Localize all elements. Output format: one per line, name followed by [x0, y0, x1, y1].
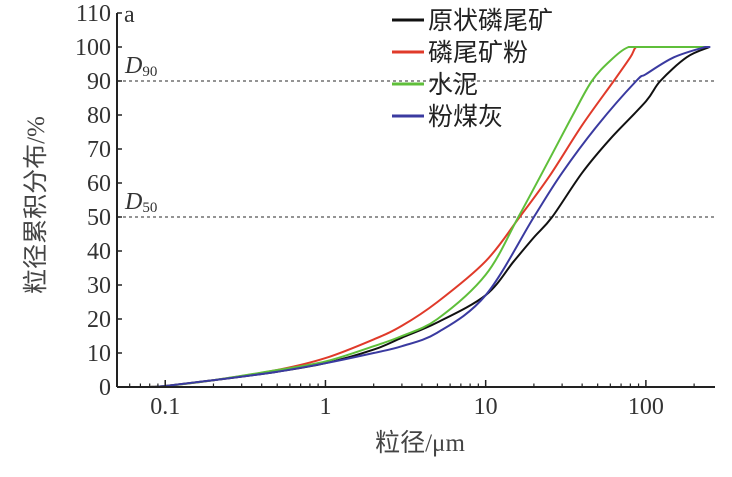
y-axis-label: 粒径累积分布/%	[22, 116, 50, 294]
series-line-3	[149, 46, 710, 388]
y-tick-label: 100	[75, 35, 111, 61]
y-tick-label: 30	[87, 273, 111, 299]
x-tick-label: 10	[474, 394, 498, 420]
y-tick-label: 80	[87, 103, 111, 129]
reference-label-d90: D90	[124, 53, 157, 80]
legend-label-1: 原状磷尾矿	[428, 7, 553, 35]
legend-label-2: 磷尾矿粉	[428, 39, 528, 67]
y-tick-label: 10	[87, 341, 111, 367]
x-axis-label: 粒径/μm	[375, 429, 465, 457]
y-tick-label: 70	[87, 137, 111, 163]
y-tick-label: 40	[87, 239, 111, 265]
reference-label-d50: D50	[124, 189, 157, 216]
legend-label-3: 水泥	[428, 71, 478, 99]
y-tick-label: 90	[87, 69, 111, 95]
panel-label: a	[124, 2, 135, 28]
y-tick-label: 60	[87, 171, 111, 197]
legend-label-4: 粉煤灰	[428, 103, 503, 131]
x-tick-label: 100	[628, 394, 664, 420]
y-tick-label: 50	[87, 205, 111, 231]
y-tick-label: 110	[76, 1, 111, 27]
x-tick-label: 0.1	[150, 394, 180, 420]
series-line-4	[149, 46, 711, 388]
y-tick-label: 0	[99, 375, 111, 401]
x-tick-label: 1	[319, 394, 331, 420]
y-tick-label: 20	[87, 307, 111, 333]
